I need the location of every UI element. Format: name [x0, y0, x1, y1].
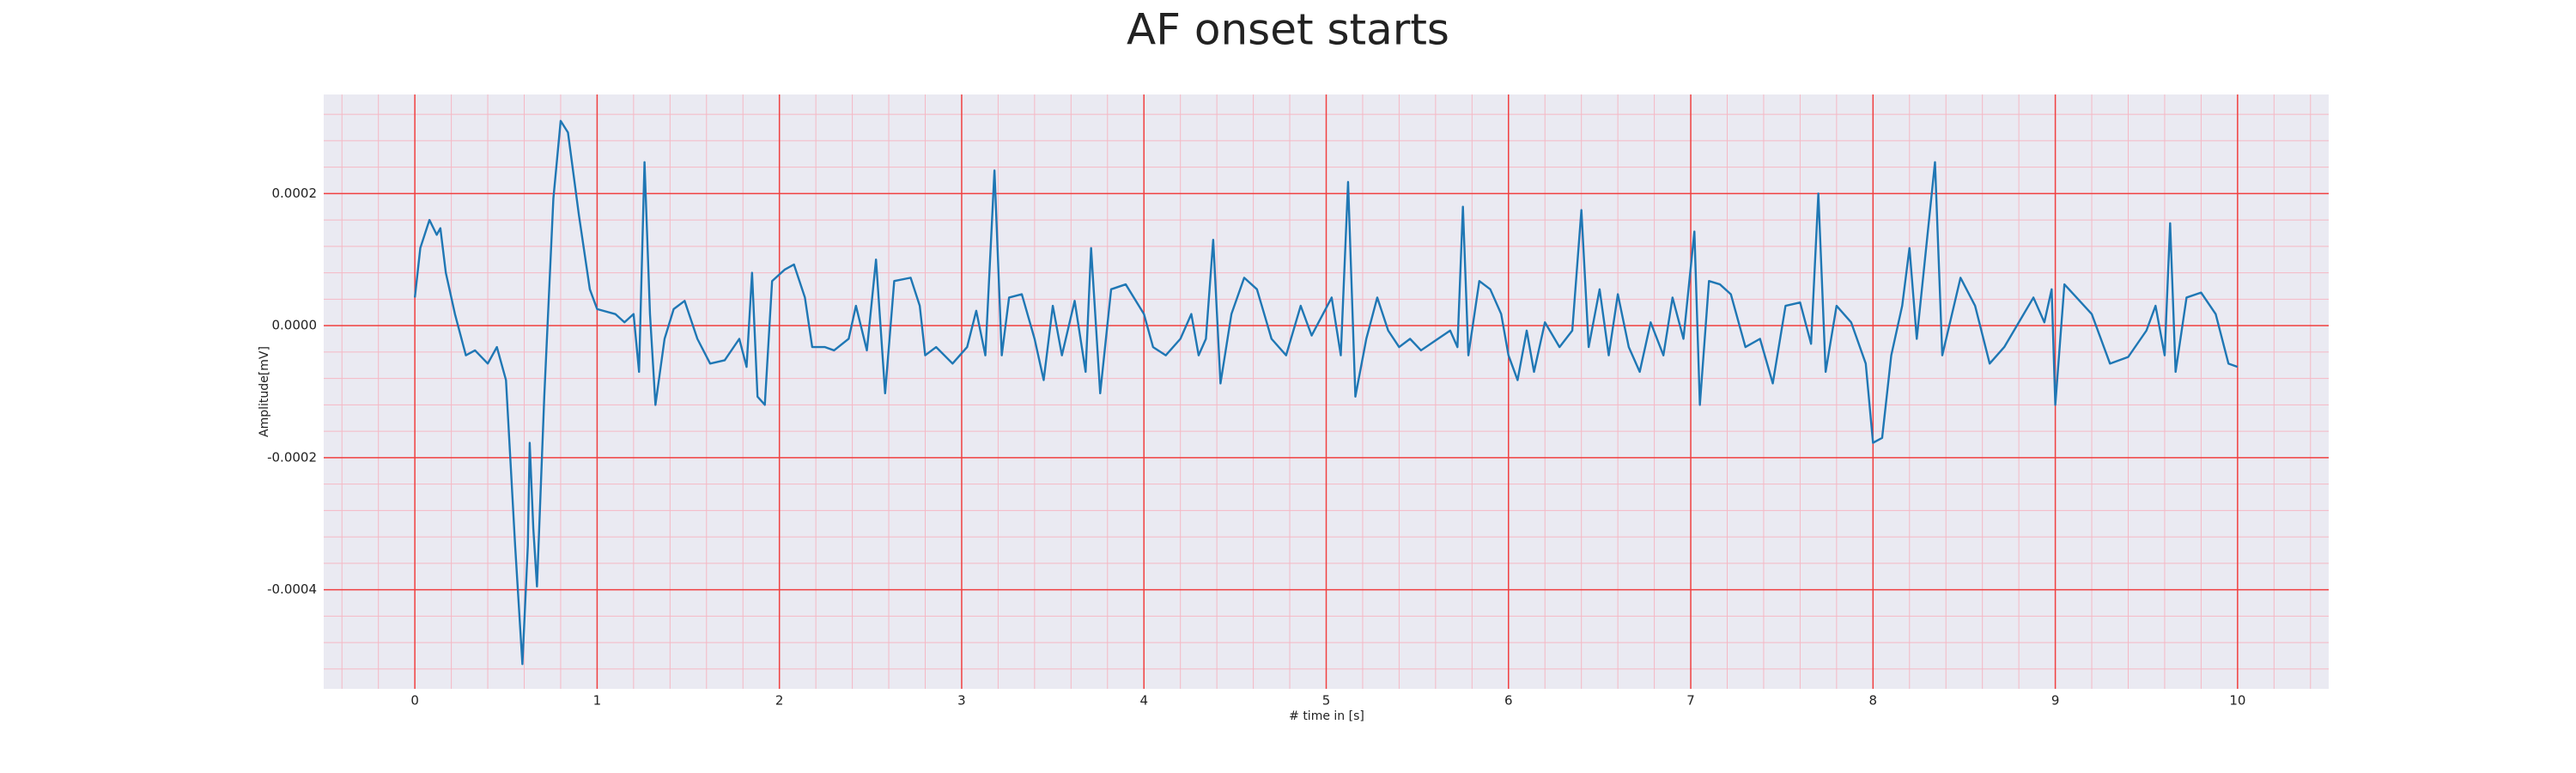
x-tick-label: 10	[2229, 693, 2245, 709]
chart-title: AF onset starts	[1127, 5, 1449, 55]
y-tick-label: -0.0004	[267, 581, 317, 597]
x-tick-label: 2	[775, 693, 784, 709]
x-tick-label: 3	[957, 693, 966, 709]
y-tick-label: 0.0000	[272, 318, 318, 333]
y-tick-label: 0.0002	[272, 186, 318, 201]
x-tick-label: 1	[593, 693, 602, 709]
line-series	[413, 119, 2239, 666]
x-tick-label: 7	[1686, 693, 1695, 709]
x-tick-label: 5	[1322, 693, 1331, 709]
x-tick-label: 4	[1139, 693, 1148, 709]
y-axis-label: Amplitude[mV]	[258, 346, 271, 437]
x-tick-label: 0	[410, 693, 419, 709]
x-tick-label: 9	[2051, 693, 2060, 709]
x-axis-label: # time in [s]	[1289, 709, 1364, 723]
x-tick-label: 6	[1504, 693, 1513, 709]
y-tick-label: -0.0002	[267, 449, 317, 465]
x-tick-label: 8	[1869, 693, 1878, 709]
